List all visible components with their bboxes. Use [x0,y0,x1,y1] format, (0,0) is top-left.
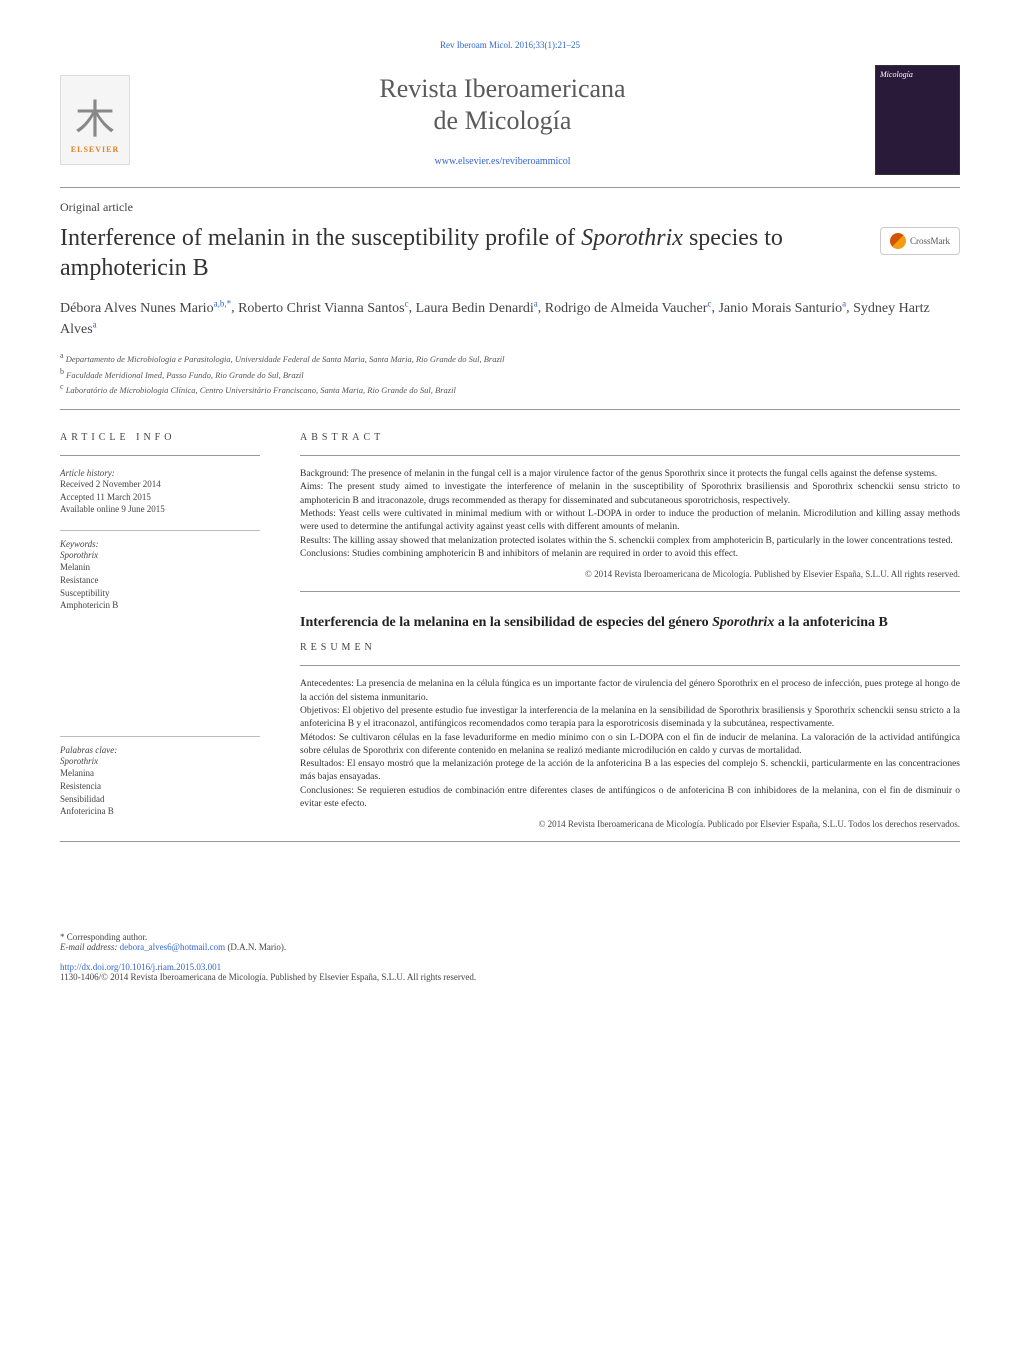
footer-doi[interactable]: http://dx.doi.org/10.1016/j.riam.2015.03… [60,962,960,972]
divider [300,591,960,592]
copyright-es: © 2014 Revista Iberoamericana de Micolog… [300,819,960,829]
info-abstract-row: ARTICLE INFO Article history: Received 2… [60,432,960,829]
res-objetivos: Objetivos: El objetivo del presente estu… [300,705,960,732]
author-aff-sup: a,b,* [214,298,232,308]
author: Rodrigo de Almeida Vaucherc [545,301,712,316]
journal-cover-thumbnail[interactable]: Micología [875,65,960,175]
footer-copyright: 1130-1406/© 2014 Revista Iberoamericana … [60,972,960,982]
res-conclusiones: Conclusiones: Se requieren estudios de c… [300,785,960,812]
keyword-es: Melanina [60,767,260,780]
history-received: Received 2 November 2014 [60,478,260,491]
article-type: Original article [60,200,960,215]
history-online: Available online 9 June 2015 [60,503,260,516]
spacer [60,612,260,722]
author-list: Débora Alves Nunes Marioa,b,*, Roberto C… [60,297,960,340]
keyword-es: Sporothrix [60,755,260,768]
author: Laura Bedin Denardia [416,301,538,316]
es-title-post: a la anfotericina B [774,615,888,630]
affiliations: a Departamento de Microbiologia e Parasi… [60,350,960,397]
keyword-es: Resistencia [60,780,260,793]
elsevier-logo[interactable]: ⽊ ELSEVIER [60,75,130,165]
keywords-es-label: Palabras clave: [60,736,260,755]
author-aff-sup: a [842,298,846,308]
keyword-en: Resistance [60,574,260,587]
author-aff-sup: a [93,320,97,330]
copyright-en: © 2014 Revista Iberoamericana de Micolog… [300,569,960,579]
abs-aims: Aims: The present study aimed to investi… [300,481,960,508]
divider [300,455,960,456]
title-row: Interference of melanin in the susceptib… [60,223,960,283]
journal-title-line1: Revista Iberoamericana [130,74,875,104]
affiliation: b Faculdade Meridional Imed, Passo Fundo… [60,366,960,382]
left-column: ARTICLE INFO Article history: Received 2… [60,432,260,829]
res-resultados: Resultados: El ensayo mostró que la mela… [300,758,960,785]
abs-methods: Methods: Yeast cells were cultivated in … [300,508,960,535]
crossmark-icon [890,233,906,249]
divider [60,409,960,410]
right-column: ABSTRACT Background: The presence of mel… [300,432,960,829]
abs-background: Background: The presence of melanin in t… [300,468,960,481]
abstract-label: ABSTRACT [300,432,960,443]
history-label: Article history: [60,468,260,478]
corresponding-author: * Corresponding author. E-mail address: … [60,932,960,952]
doi-citation-top: Rev Iberoam Micol. 2016;33(1):21–25 [60,40,960,50]
keyword-en: Amphotericin B [60,599,260,612]
crossmark-label: CrossMark [910,236,950,246]
divider [300,665,960,666]
divider [60,455,260,456]
cover-label: Micología [880,70,913,79]
keyword-en: Susceptibility [60,587,260,600]
author-aff-sup: c [707,298,711,308]
keywords-en-list: SporothrixMelaninResistanceSusceptibilit… [60,549,260,612]
title-pre: Interference of melanin in the susceptib… [60,225,581,251]
abs-results: Results: The killing assay showed that m… [300,535,960,548]
journal-url[interactable]: www.elsevier.es/reviberoammicol [130,156,875,167]
article-title: Interference of melanin in the susceptib… [60,223,860,283]
affiliation: a Departamento de Microbiologia e Parasi… [60,350,960,366]
abstract-en: Background: The presence of melanin in t… [300,468,960,561]
spanish-title: Interferencia de la melanina en la sensi… [300,614,960,632]
journal-title-block: Revista Iberoamericana de Micología www.… [130,74,875,167]
article-info-label: ARTICLE INFO [60,432,260,443]
corresponding-name: (D.A.N. Mario). [225,942,286,952]
elsevier-tree-icon: ⽊ [75,87,115,145]
es-title-italic: Sporothrix [712,615,774,630]
journal-title-line2: de Micología [130,106,875,136]
keyword-es: Anfotericina B [60,805,260,818]
author-aff-sup: a [534,298,538,308]
author: Débora Alves Nunes Marioa,b,* [60,301,231,316]
title-italic: Sporothrix [581,225,683,251]
elsevier-text: ELSEVIER [71,145,119,154]
email-label: E-mail address: [60,942,120,952]
abstract-es: Antecedentes: La presencia de melanina e… [300,678,960,811]
abs-conclusions: Conclusions: Studies combining amphoteri… [300,548,960,561]
affiliation: c Laboratório de Microbiologia Clínica, … [60,381,960,397]
history-accepted: Accepted 11 March 2015 [60,491,260,504]
keywords-en-label: Keywords: [60,530,260,549]
keyword-en: Melanin [60,561,260,574]
res-antecedentes: Antecedentes: La presencia de melanina e… [300,678,960,705]
corresponding-email[interactable]: debora_alves6@hotmail.com [120,942,226,952]
keyword-es: Sensibilidad [60,793,260,806]
res-metodos: Métodos: Se cultivaron células en la fas… [300,732,960,759]
author: Janio Morais Santurioa [718,301,846,316]
author: Roberto Christ Vianna Santosc [238,301,409,316]
resumen-label: RESUMEN [300,642,960,653]
journal-header: ⽊ ELSEVIER Revista Iberoamericana de Mic… [60,65,960,175]
crossmark-badge[interactable]: CrossMark [880,227,960,255]
divider [60,187,960,188]
keywords-es-list: SporothrixMelaninaResistenciaSensibilida… [60,755,260,818]
author-aff-sup: c [405,298,409,308]
corresponding-label: * Corresponding author. [60,932,960,942]
keyword-en: Sporothrix [60,549,260,562]
divider [60,841,960,842]
es-title-pre: Interferencia de la melanina en la sensi… [300,615,712,630]
